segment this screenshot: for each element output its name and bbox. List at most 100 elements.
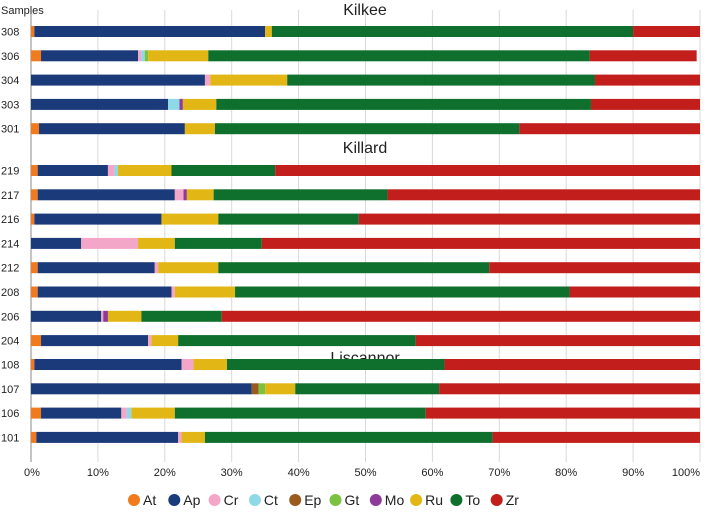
bar-segment-zr <box>594 74 700 86</box>
bar-segment-zr <box>444 359 700 370</box>
bar-segment-zr <box>492 431 700 443</box>
bar-segment-zr <box>358 213 700 225</box>
bar-segment-at <box>31 165 38 176</box>
samples-axis-label: Samples <box>1 5 44 17</box>
bar-segment-ru <box>151 335 179 347</box>
bar-segment-zr <box>590 98 700 110</box>
bar-segment-to <box>235 286 570 298</box>
bar-segment-cr <box>148 335 152 347</box>
bar-segment-ap <box>34 26 266 37</box>
legend-swatch-to <box>450 494 463 506</box>
bar-segment-at <box>31 286 38 298</box>
legend-label: Ru <box>425 492 443 508</box>
sample-label: 208 <box>1 287 19 299</box>
legend-label: Ct <box>264 492 278 508</box>
bar-segment-zr <box>589 50 697 62</box>
bar-segment-at <box>31 50 42 62</box>
bar-segment-cr <box>174 189 184 201</box>
bar-segment-ru <box>117 165 172 176</box>
bar-segment-cr <box>101 310 104 322</box>
bar-segment-to <box>227 359 445 370</box>
bar-segment-ap <box>37 165 108 176</box>
sample-label: 301 <box>1 124 19 136</box>
x-tick-label: 80% <box>555 467 577 479</box>
bar-segment-zr <box>415 335 700 347</box>
sample-label: 216 <box>1 214 19 226</box>
bar-segment-ru <box>161 213 219 225</box>
x-tick-label: 90% <box>622 467 644 479</box>
bar-segment-to <box>178 335 416 347</box>
bar-segment-to <box>204 431 493 443</box>
bar-segment-ap <box>36 431 179 443</box>
bar-segment-ap <box>34 359 182 370</box>
bar-segment-cr <box>107 165 115 176</box>
bar-segment-ap <box>37 189 175 201</box>
bar-segment-ct <box>114 165 118 176</box>
legend-swatch-ep <box>289 494 302 506</box>
bar-segment-to <box>141 310 222 322</box>
bar-segment-ct <box>126 407 132 419</box>
bar-segment-at <box>31 26 35 37</box>
bar-segment-to <box>271 26 634 37</box>
x-tick-label: 60% <box>421 467 443 479</box>
sample-label: 206 <box>1 311 19 323</box>
bar-segment-at <box>31 407 42 419</box>
x-tick-label: 30% <box>221 467 243 479</box>
legend-label: Cr <box>224 492 239 508</box>
bar-segment-zr <box>439 383 700 395</box>
legend-label: At <box>143 492 156 508</box>
sample-label: 101 <box>1 432 19 444</box>
bar-segment-ru <box>131 407 175 419</box>
x-tick-label: 100% <box>672 467 700 479</box>
bar-segment-ru <box>265 383 296 395</box>
x-tick-label: 70% <box>488 467 510 479</box>
legend-swatch-ap <box>168 494 181 506</box>
bar-segment-to <box>208 50 590 62</box>
sample-label: 219 <box>1 166 19 178</box>
bar-segment-to <box>216 98 591 110</box>
bar-segment-cr <box>154 262 159 274</box>
bar-segment-ru <box>148 50 209 62</box>
x-tick-label: 0% <box>24 467 40 479</box>
bar-segment-ct <box>168 98 180 110</box>
bar-segment-ru <box>181 431 205 443</box>
group-title: Kilkee <box>343 2 387 19</box>
sample-label: 107 <box>1 384 19 396</box>
bar-segment-cr <box>81 237 139 249</box>
sample-label: 304 <box>1 75 19 87</box>
bar-segment-ap <box>31 74 205 86</box>
bar-segment-zr <box>489 262 700 274</box>
bar-segment-ru <box>193 359 228 370</box>
bar-segment-ap <box>41 335 149 347</box>
legend-label: Ap <box>183 492 200 508</box>
bar-segment-ru <box>210 74 288 86</box>
bar-segment-ru <box>174 286 236 298</box>
bar-segment-zr <box>387 189 700 201</box>
bar-segment-to <box>287 74 595 86</box>
bar-segment-at <box>31 359 35 370</box>
bar-segment-cr <box>181 359 194 370</box>
bar-segment-zr <box>569 286 700 298</box>
group-title: Killard <box>343 140 387 157</box>
bar-segment-ru <box>265 26 272 37</box>
legend-swatch-gt <box>329 494 342 506</box>
legend-label: Zr <box>506 492 520 508</box>
bar-segment-mo <box>179 98 183 110</box>
sample-label: 106 <box>1 408 19 420</box>
bar-segment-cr <box>121 407 127 419</box>
x-tick-label: 20% <box>154 467 176 479</box>
sample-label: 303 <box>1 99 19 111</box>
sample-label: 204 <box>1 336 19 348</box>
bar-segment-gt <box>258 383 266 395</box>
bar-segment-to <box>214 123 520 135</box>
legend-swatch-at <box>128 494 140 506</box>
bar-segment-ap <box>31 237 82 249</box>
bar-segment-zr <box>275 165 700 176</box>
bar-segment-ap <box>34 213 162 225</box>
bar-segment-ru <box>138 237 175 249</box>
bar-segment-at <box>31 262 38 274</box>
sample-label: 214 <box>1 238 19 250</box>
bar-segment-mo <box>183 189 187 201</box>
bar-segment-at <box>31 189 38 201</box>
